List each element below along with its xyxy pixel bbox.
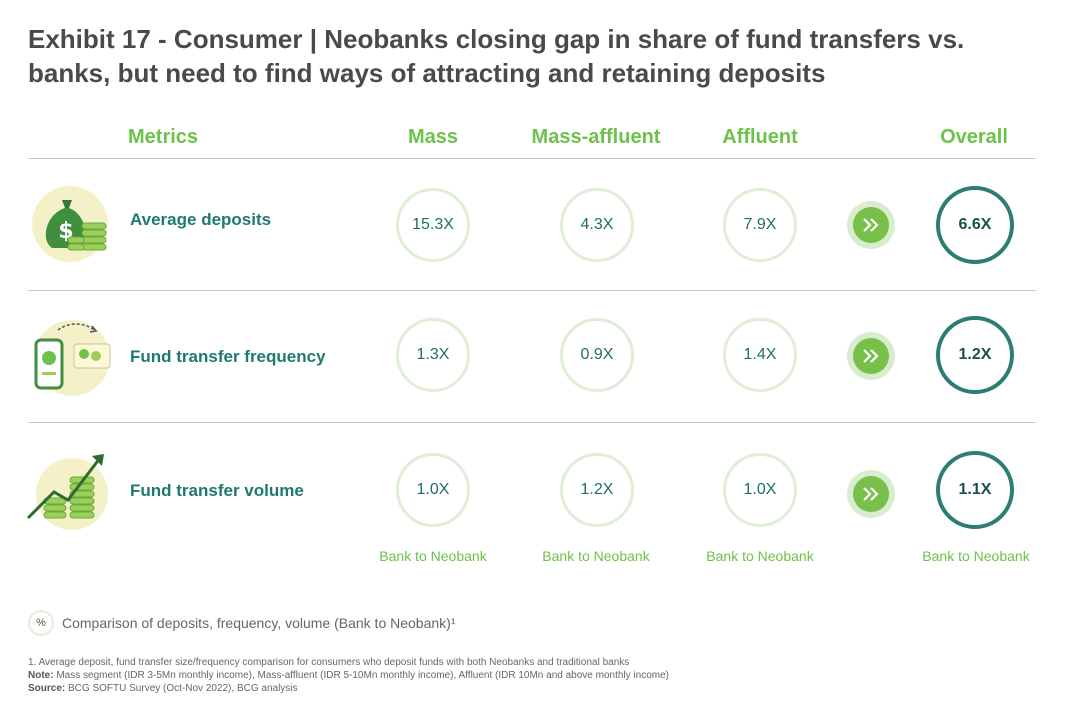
row-divider-2 — [28, 422, 1036, 423]
caption-overall: Bank to Neobank — [922, 548, 1030, 564]
percent-icon: % — [28, 610, 54, 636]
source-label: Source: — [28, 683, 66, 694]
value-bubble-mass-row1: 15.3X — [396, 188, 470, 262]
caption-affluent: Bank to Neobank — [706, 548, 814, 564]
value-bubble-overall-row3: 1.1X — [936, 451, 1014, 529]
caption-mass-affluent: Bank to Neobank — [542, 548, 650, 564]
footnote-1: 1. Average deposit, fund transfer size/f… — [28, 657, 630, 668]
footnote-source: Source: BCG SOFTU Survey (Oct-Nov 2022),… — [28, 682, 298, 695]
header-divider — [28, 158, 1036, 159]
money-bag-coins-icon: $ — [32, 186, 108, 262]
header-affluent: Affluent — [722, 126, 798, 148]
header-mass-affluent: Mass-affluent — [531, 126, 661, 148]
note-text: Mass segment (IDR 3-5Mn monthly income),… — [56, 670, 669, 681]
value-bubble-mass-affluent-row1: 4.3X — [560, 188, 634, 262]
value-bubble-affluent-row3: 1.0X — [723, 453, 797, 527]
metric-label-average-deposits: Average deposits — [130, 210, 272, 229]
double-chevron-right-icon — [847, 470, 895, 518]
caption-mass: Bank to Neobank — [379, 548, 487, 564]
value-bubble-overall-row1: 6.6X — [936, 186, 1014, 264]
metric-label-fund-transfer-volume: Fund transfer volume — [130, 481, 304, 500]
row-divider-1 — [28, 290, 1036, 291]
value-bubble-affluent-row2: 1.4X — [723, 318, 797, 392]
footnote-note: Note: Mass segment (IDR 3-5Mn monthly in… — [28, 669, 669, 682]
page-title: Exhibit 17 - Consumer | Neobanks closing… — [28, 24, 965, 88]
value-bubble-mass-affluent-row2: 0.9X — [560, 318, 634, 392]
value-bubble-mass-row3: 1.0X — [396, 453, 470, 527]
coin-stacks-growth-icon — [26, 454, 108, 530]
header-mass: Mass — [407, 126, 459, 148]
source-text: BCG SOFTU Survey (Oct-Nov 2022), BCG ana… — [68, 683, 298, 694]
double-chevron-right-icon — [847, 201, 895, 249]
metric-label-fund-transfer-frequency: Fund transfer frequency — [130, 347, 326, 366]
header-overall: Overall — [940, 126, 1008, 148]
note-label: Note: — [28, 670, 54, 681]
value-bubble-mass-affluent-row3: 1.2X — [560, 453, 634, 527]
double-chevron-right-icon — [847, 332, 895, 380]
value-bubble-overall-row2: 1.2X — [936, 316, 1014, 394]
header-metrics: Metrics — [128, 126, 199, 148]
legend-text: Comparison of deposits, frequency, volum… — [62, 615, 456, 631]
phone-transfer-icon — [34, 320, 111, 396]
value-bubble-mass-row2: 1.3X — [396, 318, 470, 392]
value-bubble-affluent-row1: 7.9X — [723, 188, 797, 262]
